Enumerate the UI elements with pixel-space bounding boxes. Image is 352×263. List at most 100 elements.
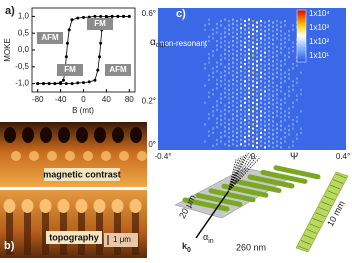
speckle bbox=[288, 86, 290, 89]
speckle bbox=[208, 18, 210, 21]
speckle bbox=[288, 107, 290, 110]
speckle bbox=[276, 97, 278, 100]
speckle bbox=[276, 84, 278, 87]
wire bbox=[208, 188, 256, 203]
y-tick-label: 0.6° bbox=[142, 9, 156, 18]
speckle bbox=[212, 32, 214, 36]
speckle bbox=[288, 51, 290, 54]
speckle bbox=[284, 71, 286, 74]
speckle bbox=[256, 73, 258, 76]
period-label: 260 nm bbox=[236, 242, 266, 252]
scattered-rays bbox=[227, 151, 260, 193]
pillar bbox=[114, 205, 121, 255]
speckle bbox=[248, 65, 250, 68]
caption-box bbox=[46, 231, 102, 244]
speckle bbox=[288, 30, 290, 33]
speckle bbox=[256, 21, 258, 24]
speckle bbox=[232, 126, 234, 129]
speckle bbox=[296, 81, 298, 84]
wire bbox=[273, 165, 321, 180]
speckle bbox=[268, 80, 270, 83]
speckle bbox=[252, 136, 254, 139]
speckle bbox=[224, 78, 226, 81]
point bbox=[67, 28, 71, 32]
speckle bbox=[284, 114, 286, 117]
speckle bbox=[260, 28, 262, 31]
speckle bbox=[272, 30, 274, 33]
speckle bbox=[236, 140, 238, 143]
speckle bbox=[256, 43, 258, 46]
speckle bbox=[248, 95, 250, 99]
speckle bbox=[228, 140, 230, 143]
x-tick-label: 0 bbox=[81, 95, 86, 104]
point bbox=[76, 16, 80, 20]
speckle bbox=[276, 106, 278, 109]
speckle bbox=[284, 41, 286, 44]
speckle bbox=[208, 35, 210, 38]
speckle bbox=[240, 100, 242, 103]
speckle bbox=[284, 93, 286, 96]
speckle bbox=[248, 35, 250, 38]
speckle bbox=[260, 32, 262, 36]
speckle bbox=[248, 104, 250, 107]
speckle bbox=[232, 57, 234, 60]
stripe bbox=[318, 206, 329, 212]
speckle bbox=[204, 101, 206, 104]
speckle bbox=[296, 137, 298, 140]
label-box bbox=[57, 64, 83, 76]
ray bbox=[227, 153, 252, 193]
speckle bbox=[260, 140, 262, 143]
speckle bbox=[240, 87, 242, 90]
speckle bbox=[276, 63, 278, 66]
speckle bbox=[296, 77, 298, 80]
speckle bbox=[288, 47, 290, 50]
domain bbox=[94, 127, 106, 143]
annotation: FM bbox=[64, 65, 76, 74]
speckle bbox=[260, 110, 262, 113]
speckle bbox=[276, 88, 278, 91]
speckle bbox=[280, 120, 282, 123]
plot-frame bbox=[31, 7, 136, 93]
speckle bbox=[204, 67, 206, 70]
speckle bbox=[272, 34, 274, 37]
speckle bbox=[244, 45, 246, 48]
speckle bbox=[272, 103, 274, 106]
speckle bbox=[268, 41, 270, 44]
point bbox=[36, 82, 40, 86]
speckle bbox=[272, 90, 274, 93]
pillar-top bbox=[129, 199, 142, 213]
speckle bbox=[256, 120, 258, 123]
speckle bbox=[276, 28, 278, 31]
point bbox=[87, 80, 91, 84]
speckle bbox=[268, 110, 270, 113]
speckle bbox=[288, 124, 290, 127]
speckle bbox=[248, 78, 250, 81]
speckle bbox=[252, 24, 254, 27]
speckle bbox=[224, 143, 226, 146]
speckle bbox=[300, 93, 302, 96]
x-tick-label: -40 bbox=[55, 95, 67, 104]
speckle bbox=[252, 140, 254, 143]
speckle bbox=[228, 58, 230, 61]
speckle bbox=[288, 77, 290, 80]
domain bbox=[101, 151, 111, 161]
speckle bbox=[240, 91, 242, 94]
speckle bbox=[276, 71, 278, 74]
point bbox=[116, 14, 120, 18]
speckle bbox=[288, 94, 290, 97]
speckle bbox=[220, 101, 222, 104]
point bbox=[82, 81, 85, 85]
speckle bbox=[216, 44, 218, 47]
speckle bbox=[252, 144, 254, 147]
speckle bbox=[220, 37, 222, 40]
speckle bbox=[256, 55, 258, 59]
speckle bbox=[240, 61, 242, 64]
speckle bbox=[284, 136, 286, 139]
speckle bbox=[276, 110, 278, 113]
speckle bbox=[244, 97, 246, 100]
speckle bbox=[296, 133, 298, 136]
speckle bbox=[224, 87, 226, 90]
speckle bbox=[284, 75, 286, 79]
speckle bbox=[228, 20, 230, 23]
speckle bbox=[248, 138, 250, 142]
